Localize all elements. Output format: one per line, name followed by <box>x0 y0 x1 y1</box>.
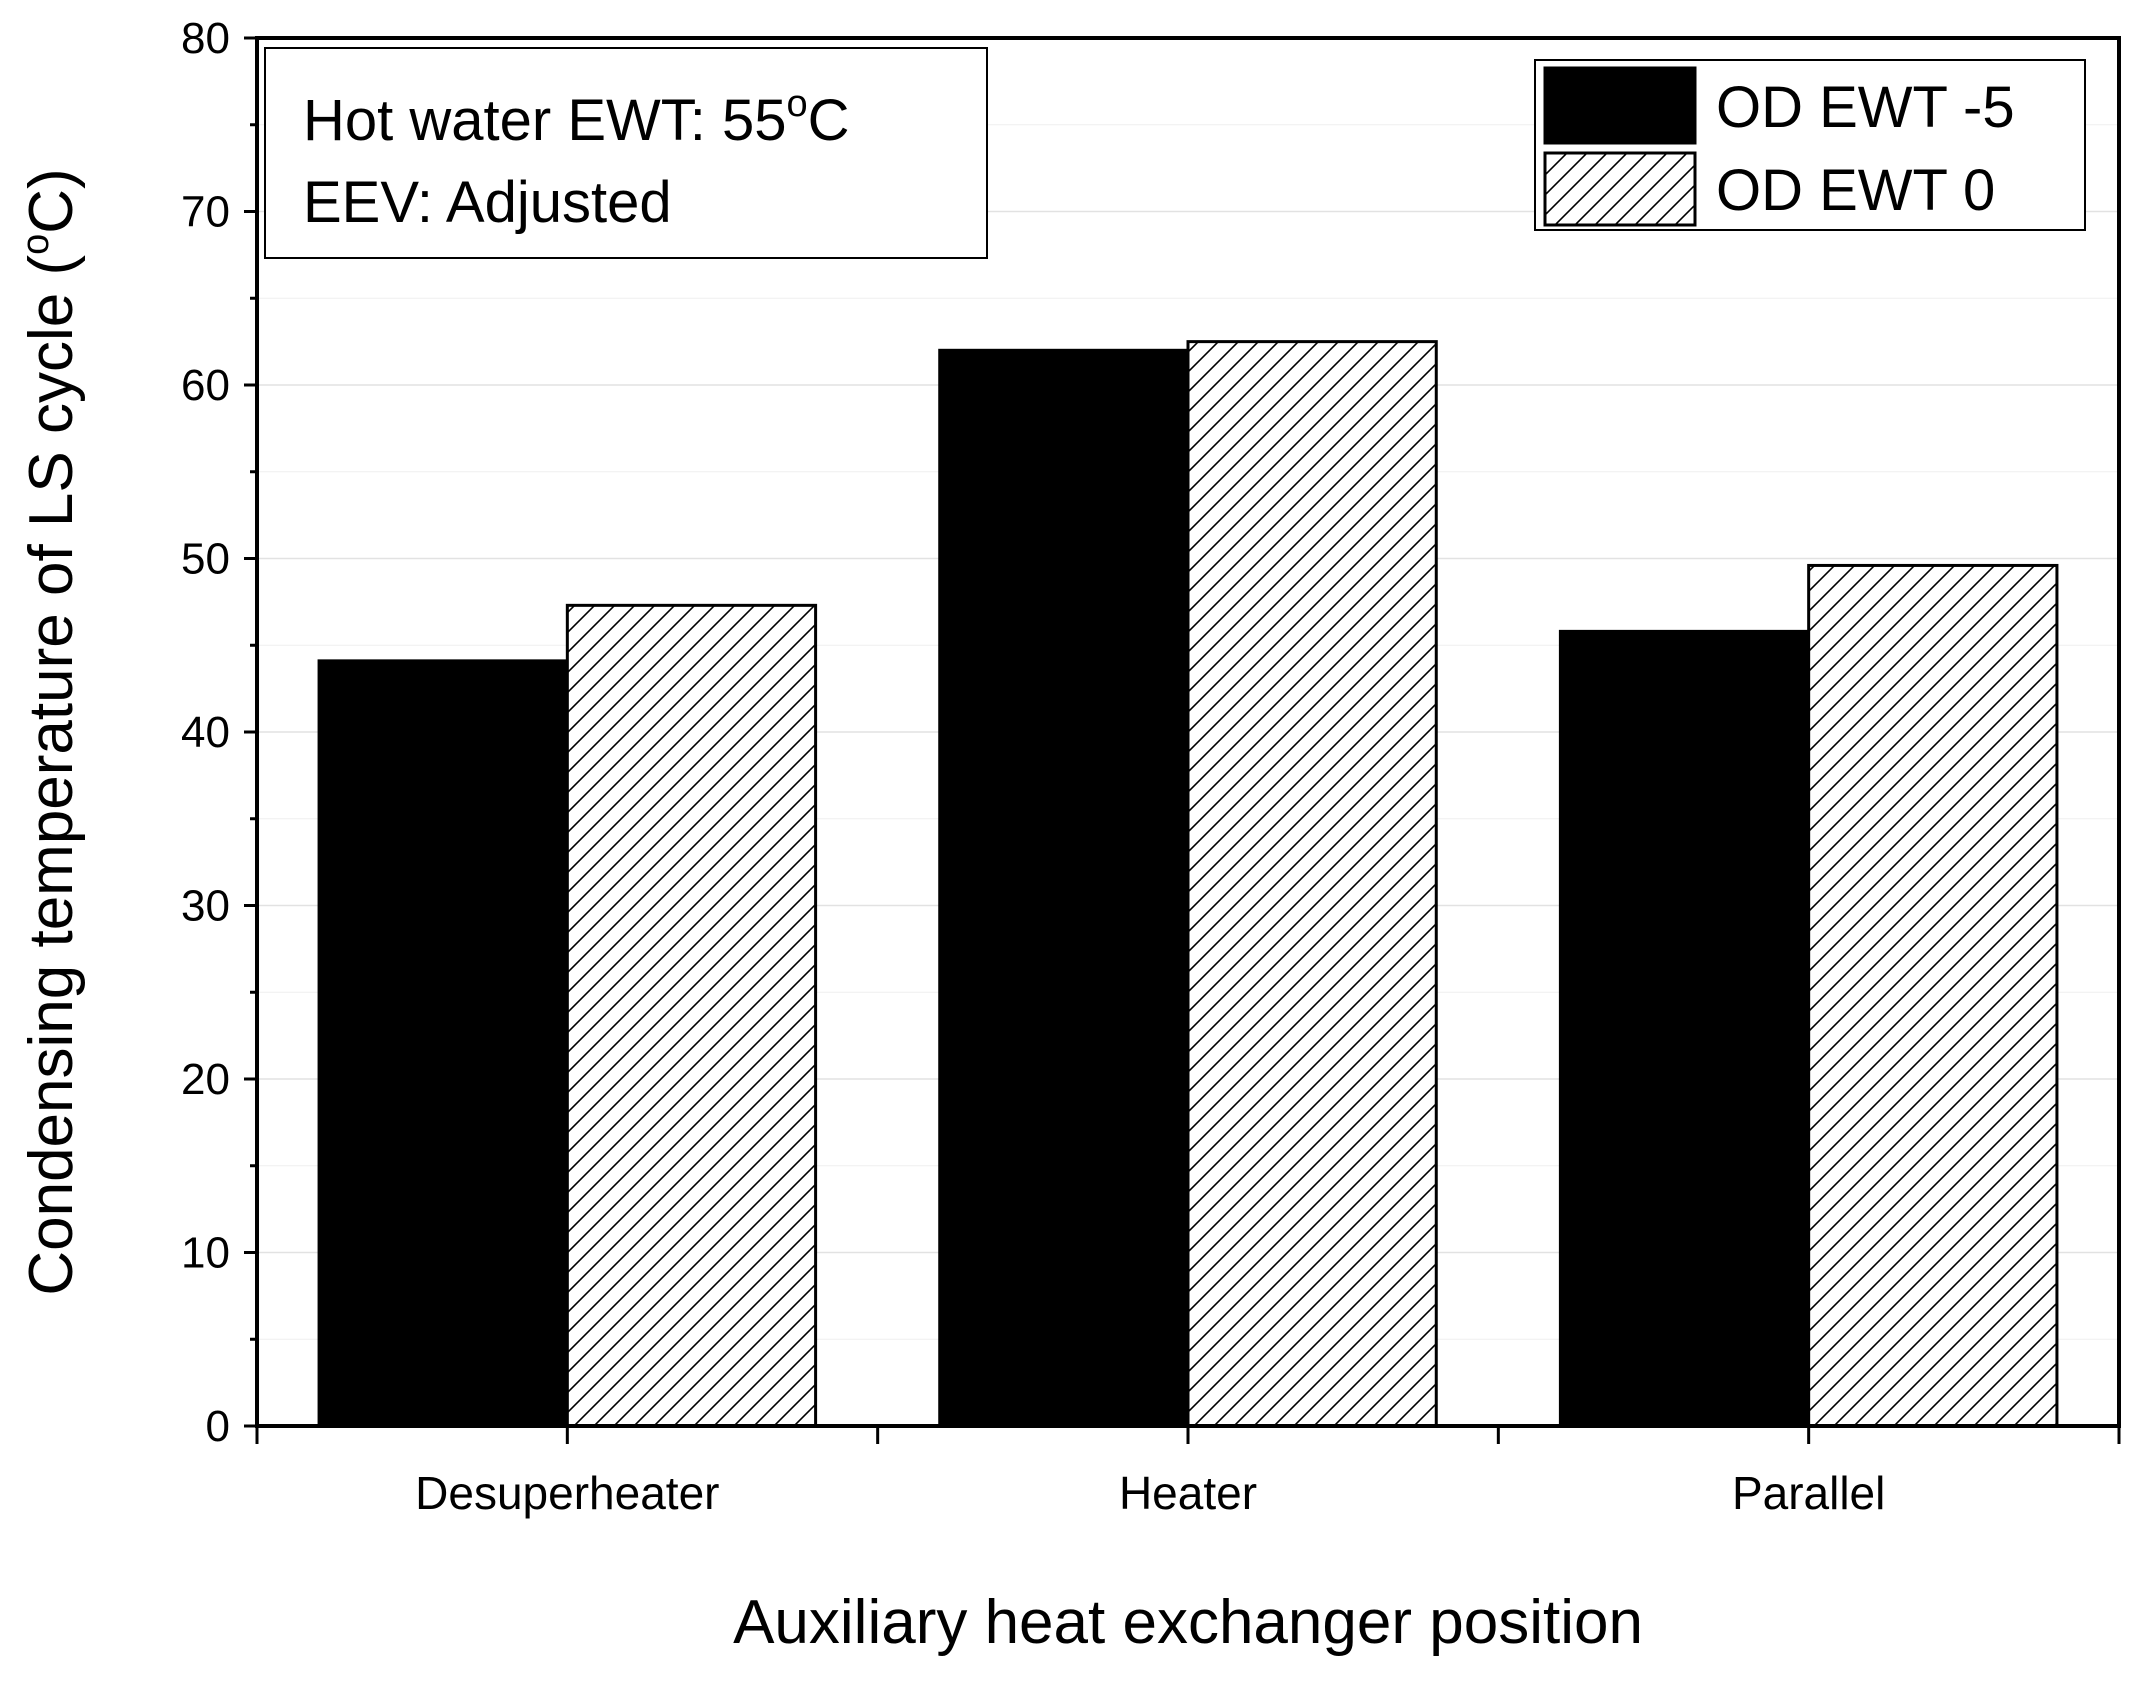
y-tick-label: 20 <box>181 1055 230 1104</box>
bar-od-ewt-0-desuperheater <box>565 603 818 1428</box>
bar-od-ewt-0-parallel <box>1807 563 2059 1428</box>
annotation-frame <box>264 47 988 259</box>
bar-od-ewt-5-heater <box>938 348 1190 1428</box>
x-tick-label: Heater <box>1119 1467 1257 1519</box>
y-tick-label: 30 <box>181 882 230 931</box>
y-tick-label: 50 <box>181 535 230 584</box>
legend-swatch-od-ewt-0 <box>1543 151 1697 227</box>
y-tick-label: 40 <box>181 708 230 757</box>
annotation-box: Hot water EWT: 55oC EEV: Adjusted <box>264 47 988 259</box>
y-axis-title: Condensing temperature of LS cycle (oC) <box>15 168 86 1295</box>
bar-od-ewt-5-desuperheater <box>317 659 569 1428</box>
bar-od-ewt-0-heater <box>1186 340 1438 1428</box>
y-tick-label: 10 <box>181 1229 230 1278</box>
legend: OD EWT -5 OD EWT 0 <box>1534 59 2086 231</box>
legend-label-od-ewt-0: OD EWT 0 <box>1716 158 1995 223</box>
y-tick-label: 60 <box>181 361 230 410</box>
x-axis-title: Auxiliary heat exchanger position <box>733 1588 1643 1657</box>
legend-swatch-od-ewt-minus-5 <box>1543 66 1697 145</box>
annotation-line-1: Hot water EWT: 55oC <box>303 83 850 153</box>
y-tick-label: 80 <box>181 14 230 63</box>
y-tick-label: 70 <box>181 188 230 237</box>
bars-layer <box>317 340 2059 1428</box>
x-axis: Desuperheater Heater Parallel <box>255 1426 2121 1519</box>
x-tick-label: Desuperheater <box>415 1467 719 1519</box>
y-axis: 0 10 20 30 40 50 60 70 80 <box>181 14 257 1451</box>
legend-label-od-ewt-minus-5: OD EWT -5 <box>1716 75 2015 140</box>
y-tick-label: 0 <box>206 1402 230 1451</box>
annotation-line-2: EEV: Adjusted <box>303 170 672 235</box>
x-tick-label: Parallel <box>1732 1467 1885 1519</box>
bar-od-ewt-5-parallel <box>1558 629 1811 1428</box>
